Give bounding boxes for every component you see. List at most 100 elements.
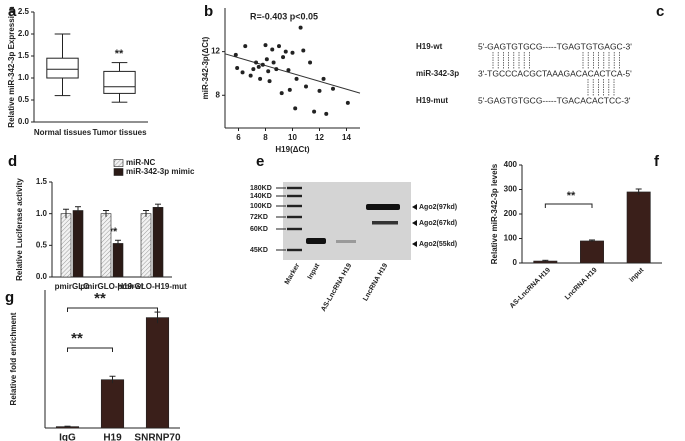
bar: [145, 317, 170, 429]
y-tick-label: 2.5: [18, 7, 30, 16]
point: [324, 111, 329, 116]
bar: [626, 191, 651, 264]
bar: [100, 379, 125, 429]
x-tick-label: 12: [315, 133, 324, 142]
annotation: **: [71, 330, 83, 347]
point: [274, 67, 279, 72]
point: [235, 66, 240, 70]
lane-label: LncRNA H19: [362, 262, 389, 302]
point: [267, 79, 272, 84]
marker-label: 180KD: [250, 185, 272, 192]
bar: [100, 213, 112, 278]
marker-label: 72KD: [250, 214, 268, 221]
y-tick-label: 8: [216, 90, 221, 99]
sequence: 3'-TGCCCACGCTAAAGACACACTCA-5': [478, 68, 632, 78]
panel-letter: a: [8, 3, 17, 20]
marker-band: [287, 227, 302, 231]
bar: [140, 213, 152, 278]
point: [251, 67, 256, 72]
x-tick-label: pmirGLO: [55, 282, 90, 291]
annotation: **: [94, 290, 106, 307]
point: [266, 69, 271, 74]
x-tick-label: LncRNA H19: [564, 267, 599, 302]
point: [321, 76, 326, 81]
annotation: **: [567, 190, 576, 202]
sequence-name: miR-342-3p: [416, 69, 459, 78]
point: [308, 60, 313, 65]
point: [294, 76, 299, 81]
band-arrow: [412, 241, 417, 247]
x-tick-label: SNRNP70: [134, 433, 181, 441]
y-tick-label: 400: [504, 160, 518, 169]
box: [46, 57, 79, 79]
x-tick-label: Tumor tissues: [92, 128, 147, 137]
point: [298, 25, 303, 30]
bracket: [67, 347, 113, 352]
point: [240, 70, 245, 75]
y-tick-label: 12: [211, 47, 220, 56]
y-tick-label: 100: [504, 234, 518, 243]
y-tick-label: 200: [504, 209, 518, 218]
x-tick-label: 8: [263, 133, 268, 142]
x-tick-label: input: [628, 266, 646, 284]
point: [281, 55, 286, 60]
lane-label: AS-LncRNA H19: [320, 262, 353, 313]
lane-label: Marker: [284, 262, 302, 286]
point: [283, 49, 288, 54]
marker-band: [287, 204, 302, 208]
fit-line: [224, 53, 361, 94]
legend-label: miR-NC: [126, 158, 156, 167]
point: [304, 84, 308, 89]
sequence-name: H19-wt: [416, 42, 443, 51]
y-tick-label: 1.0: [18, 73, 30, 82]
marker-band: [287, 194, 302, 198]
band: [366, 204, 400, 210]
marker-band: [287, 186, 302, 190]
x-tick-label: H19: [103, 433, 122, 441]
panel-letter: f: [654, 153, 660, 170]
point: [312, 109, 317, 114]
point: [260, 62, 265, 67]
point: [290, 50, 295, 55]
sequence: 5'-GAGTGTGCG-----TGACACACTCC-3': [478, 95, 631, 105]
panel-letter: g: [5, 289, 14, 306]
marker-band: [287, 215, 302, 219]
bracket: [67, 307, 158, 312]
band-arrow: [412, 204, 417, 210]
panel-letter: b: [204, 3, 213, 20]
marker-label: 60KD: [250, 226, 268, 233]
point: [270, 47, 275, 52]
x-tick-label: AS-LncRNA H19: [509, 267, 552, 310]
point: [277, 44, 281, 49]
box: [103, 70, 136, 94]
marker-label: 140KD: [250, 193, 272, 200]
y-tick-label: 0.5: [36, 240, 48, 249]
y-tick-label: 1.5: [36, 177, 48, 186]
point: [271, 60, 276, 65]
sequence: 5'-GAGTGTGCG-----TGAGTGTGAGC-3': [478, 41, 632, 51]
legend-swatch: [113, 168, 124, 176]
panel-letter: c: [656, 3, 664, 20]
point: [287, 87, 292, 92]
bracket: [544, 203, 593, 208]
point: [345, 100, 350, 105]
point: [264, 57, 269, 62]
band: [306, 238, 326, 244]
point: [286, 68, 291, 73]
band-label: Ago2(67kd): [419, 220, 457, 227]
point: [256, 64, 261, 69]
x-tick-label: 14: [342, 133, 351, 142]
bar: [60, 213, 72, 278]
bar: [112, 243, 124, 278]
legend-swatch: [113, 159, 124, 167]
point: [254, 60, 259, 65]
lane-label: Input: [307, 262, 322, 281]
bar: [72, 210, 84, 278]
band-label: Ago2(55kd): [419, 241, 457, 248]
x-tick-label: 10: [288, 133, 297, 142]
point: [301, 48, 306, 53]
y-axis-label: Relative miR-342-3p levels: [490, 163, 499, 264]
marker-label: 45KD: [250, 247, 268, 254]
bar: [152, 207, 164, 278]
x-tick-label: pmirGLO-H19-mut: [117, 282, 187, 291]
